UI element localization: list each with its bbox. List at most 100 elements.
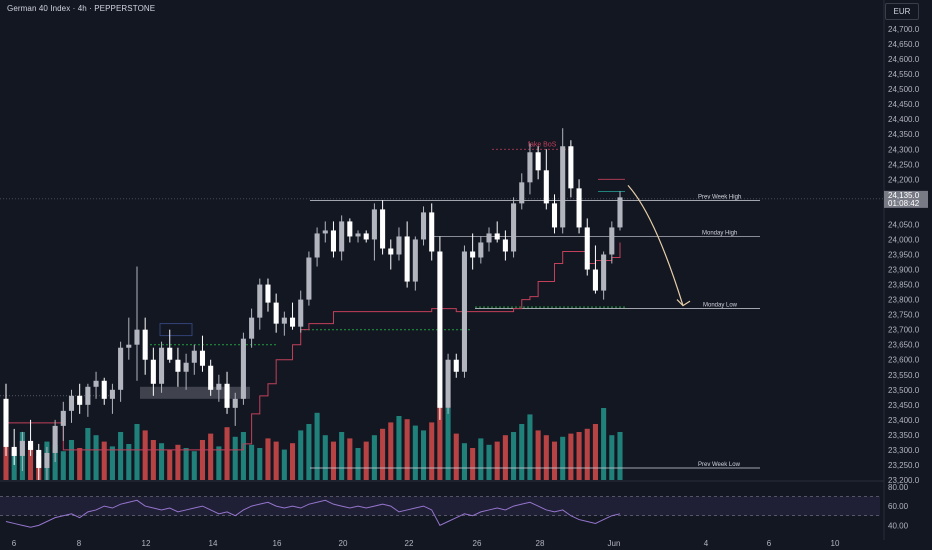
- level-label: Monday Low: [703, 303, 738, 309]
- candle-body: [380, 209, 386, 249]
- price-tick-label: 24,450.0: [888, 100, 920, 109]
- candle-body: [330, 230, 337, 252]
- candle-body: [118, 347, 124, 390]
- candle-body: [339, 221, 345, 252]
- volume-bar: [118, 432, 124, 480]
- candle-body: [371, 209, 377, 240]
- candle-body: [445, 359, 451, 408]
- volume-bar: [28, 444, 34, 480]
- volume-bar: [560, 436, 566, 480]
- candle-body: [44, 452, 50, 468]
- candle-body: [257, 284, 263, 318]
- time-tick-label: 20: [339, 539, 348, 548]
- candle-body: [388, 248, 394, 255]
- price-axis: 24,700.0 24,650.0 24,600.0 24,550.0 24,500.0…: [884, 25, 928, 530]
- price-tick-label: 24,200.0: [888, 175, 920, 184]
- candle-body: [289, 317, 296, 327]
- volume-bar: [584, 428, 590, 480]
- price-tick-label: 24,550.0: [888, 70, 920, 79]
- time-tick-label: 4: [704, 539, 709, 548]
- candle-body: [134, 329, 140, 345]
- countdown-label: 01:08:42: [888, 199, 920, 208]
- volume-bar: [52, 444, 58, 480]
- volume-bar: [420, 430, 427, 480]
- volume-bar: [576, 432, 582, 480]
- volume-bar: [404, 419, 410, 480]
- candle-body: [601, 254, 607, 291]
- volume-bar: [592, 424, 598, 480]
- price-tick-label: 24,300.0: [888, 145, 920, 154]
- last-price-label: 24,135.0: [888, 191, 920, 200]
- level-label: Prev Week Low: [698, 462, 741, 468]
- candle-body: [199, 350, 206, 366]
- candle-body: [404, 236, 410, 282]
- volume-bar: [437, 400, 443, 480]
- candle-body: [551, 203, 558, 228]
- price-tick-label: 24,600.0: [888, 55, 920, 64]
- time-tick-label: 26: [473, 539, 482, 548]
- volume-bar: [101, 441, 107, 480]
- rsi-tick-label: 80.00: [888, 483, 909, 492]
- time-tick-label: 16: [273, 539, 282, 548]
- price-tick-label: 23,650.0: [888, 341, 920, 350]
- candle-body: [232, 398, 238, 408]
- candle-body: [470, 251, 476, 258]
- candle-body: [224, 383, 230, 408]
- price-tick-label: 24,700.0: [888, 25, 920, 34]
- fake-bos-label: fake BoS: [528, 141, 557, 148]
- volume-bar: [535, 430, 541, 480]
- volume-bar: [502, 435, 508, 480]
- fvg-box: [159, 323, 193, 337]
- volume-bar: [3, 438, 9, 480]
- candle-body: [453, 359, 459, 372]
- candle-body: [437, 251, 443, 408]
- volume-bar: [388, 422, 394, 480]
- currency-button[interactable]: EUR: [885, 3, 919, 20]
- volume-bar: [519, 424, 525, 480]
- price-tick-label: 24,250.0: [888, 160, 920, 169]
- candle-body: [240, 338, 246, 399]
- rsi-tick-label: 40.00: [888, 521, 909, 530]
- volume-bar: [298, 430, 304, 480]
- volume-bar: [60, 451, 66, 480]
- volume-bar: [543, 435, 549, 480]
- time-tick-label: 28: [536, 539, 545, 548]
- candle-body: [19, 440, 25, 456]
- candle-body: [159, 347, 165, 384]
- price-tick-label: 24,400.0: [888, 115, 920, 124]
- candle-body: [314, 233, 320, 258]
- volume-bar: [527, 414, 533, 480]
- candle-body: [183, 362, 189, 372]
- candle-body: [109, 389, 115, 399]
- volume-bar: [183, 448, 189, 480]
- volume-bar: [191, 451, 197, 480]
- volume-bar: [281, 449, 287, 480]
- volume-bar: [216, 446, 222, 480]
- volume-bar: [167, 449, 173, 480]
- candle-body: [298, 299, 304, 327]
- volume-bar: [175, 444, 181, 480]
- candle-body: [216, 383, 222, 390]
- candle-body: [68, 395, 75, 411]
- volume-bar: [93, 435, 99, 480]
- candle-body: [527, 152, 533, 183]
- price-tick-label: 23,800.0: [888, 296, 920, 305]
- volume-bar: [601, 408, 607, 480]
- volume-bars: [3, 400, 623, 480]
- volume-bar: [609, 435, 615, 480]
- volume-bar: [355, 448, 361, 480]
- level-label: Prev Week High: [698, 194, 741, 200]
- volume-bar: [453, 433, 459, 480]
- candle-body: [142, 329, 148, 360]
- volume-bar: [68, 440, 75, 480]
- candle-body: [363, 233, 369, 240]
- volume-bar: [363, 441, 369, 480]
- price-tick-label: 23,950.0: [888, 251, 920, 260]
- volume-bar: [150, 440, 156, 480]
- price-tick-label: 23,500.0: [888, 386, 920, 395]
- volume-bar: [347, 438, 353, 480]
- candle-body: [502, 239, 508, 252]
- candle-body: [167, 347, 173, 360]
- price-tick-label: 24,350.0: [888, 130, 920, 139]
